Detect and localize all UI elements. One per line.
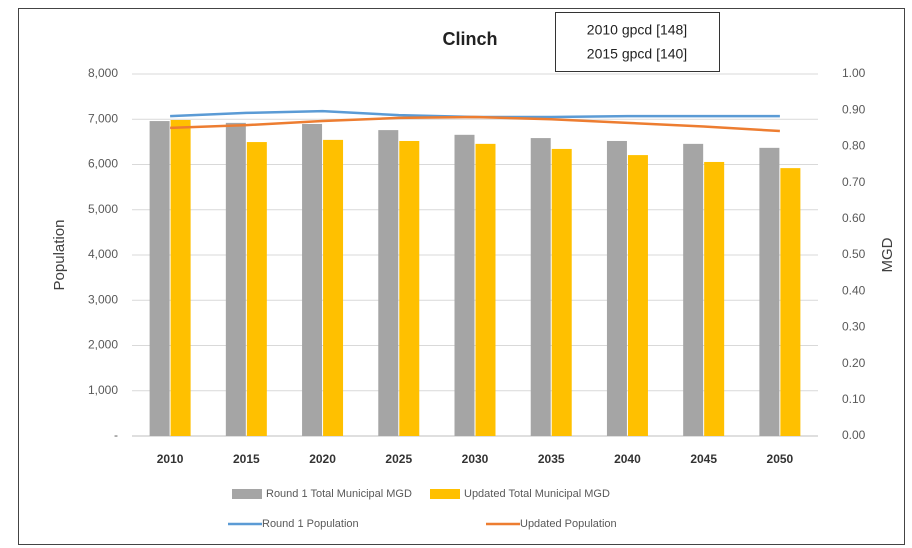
y2-tick-label: 0.00: [842, 428, 866, 442]
bar: [225, 122, 246, 437]
y-tick-label: -: [114, 428, 118, 442]
line: [170, 115, 780, 133]
annotation-box: [555, 12, 720, 72]
y-axis-title: Population: [51, 220, 68, 291]
legend-label: Updated Total Municipal MGD: [464, 488, 610, 500]
bar: [530, 138, 551, 436]
chart-title: Clinch: [442, 29, 497, 49]
y-tick-label: 8,000: [88, 66, 118, 80]
bar: [704, 161, 725, 436]
legend-swatch: [232, 489, 262, 499]
x-tick-label: 2025: [385, 452, 412, 466]
bar: [302, 123, 323, 437]
bar: [683, 143, 704, 436]
y-tick-label: 2,000: [88, 338, 118, 352]
legend-label: Updated Population: [520, 518, 617, 530]
bar: [627, 155, 648, 436]
y2-tick-label: 0.20: [842, 356, 866, 370]
y2-tick-label: 1.00: [842, 66, 866, 80]
bar: [323, 139, 344, 436]
x-tick-label: 2045: [690, 452, 717, 466]
y2-tick-label: 0.60: [842, 211, 866, 225]
x-tick-label: 2050: [767, 452, 794, 466]
legend-label: Round 1 Population: [262, 518, 359, 530]
y2-tick-label: 0.50: [842, 247, 866, 261]
x-tick-label: 2010: [157, 452, 184, 466]
annotation: 2015 gpcd [140]: [587, 46, 687, 62]
bar: [399, 140, 420, 436]
y-tick-label: 3,000: [88, 292, 118, 306]
y2-axis-title: MGD: [879, 237, 896, 272]
annotation: 2010 gpcd [148]: [587, 22, 687, 38]
y-tick-label: 6,000: [88, 157, 118, 171]
bar: [170, 119, 191, 436]
bar: [551, 148, 572, 436]
bar: [246, 142, 267, 436]
y-tick-label: 5,000: [88, 202, 118, 216]
x-tick-label: 2030: [462, 452, 489, 466]
y-tick-label: 1,000: [88, 383, 118, 397]
y2-tick-label: 0.80: [842, 139, 866, 153]
x-tick-label: 2015: [233, 452, 260, 466]
y2-tick-label: 0.40: [842, 283, 866, 297]
legend-label: Round 1 Total Municipal MGD: [266, 488, 412, 500]
bar: [759, 147, 780, 436]
y2-tick-label: 0.30: [842, 320, 866, 334]
bar: [475, 143, 496, 436]
bar: [606, 140, 627, 436]
bar: [149, 121, 170, 436]
bar: [378, 130, 399, 437]
y2-tick-label: 0.10: [842, 392, 866, 406]
y-tick-label: 7,000: [88, 111, 118, 125]
bar: [780, 168, 801, 436]
legend-swatch: [430, 489, 460, 499]
x-tick-label: 2040: [614, 452, 641, 466]
y2-tick-label: 0.70: [842, 175, 866, 189]
y2-tick-label: 0.90: [842, 102, 866, 116]
x-tick-label: 2020: [309, 452, 336, 466]
x-tick-label: 2035: [538, 452, 565, 466]
bar: [454, 134, 475, 437]
y-tick-label: 4,000: [88, 247, 118, 261]
